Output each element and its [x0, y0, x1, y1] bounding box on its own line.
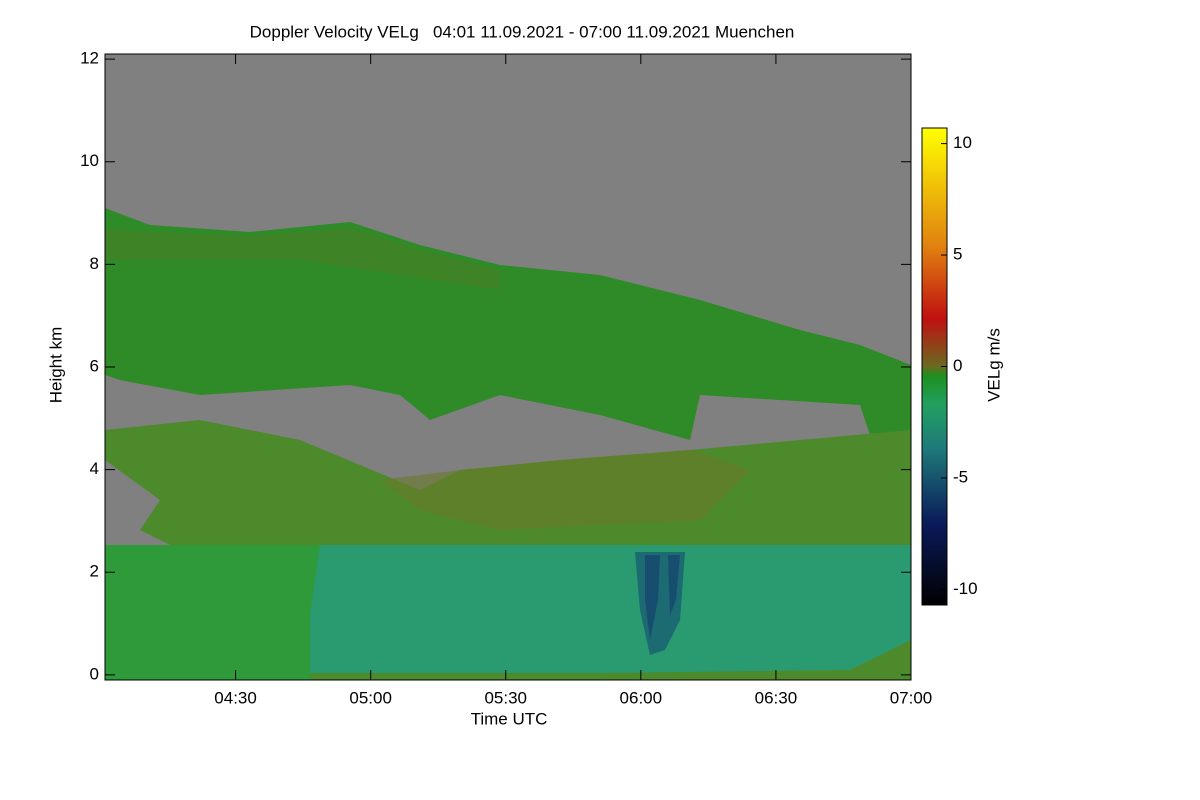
colorbar-tick-label: -5: [953, 467, 968, 486]
y-tick-label: 10: [80, 151, 99, 170]
cloud-upper-shade: [105, 228, 500, 290]
heatmap: [105, 54, 911, 680]
rain-teal: [310, 545, 911, 673]
cloud-middle-shade: [380, 450, 750, 530]
rain-core-dark: [645, 555, 660, 640]
chart-title: Doppler Velocity VELg 04:01 11.09.2021 -…: [250, 22, 795, 41]
x-tick-label: 06:00: [620, 688, 663, 707]
rain-green: [105, 545, 320, 680]
x-tick-label: 06:30: [755, 688, 798, 707]
colorbar-tick-label: 0: [953, 356, 962, 375]
colorbar-label: VELg m/s: [984, 328, 1003, 402]
cloud-upper: [105, 208, 911, 440]
x-tick-label: 04:30: [214, 688, 257, 707]
colorbar-tick-label: -10: [953, 579, 978, 598]
x-axis-label: Time UTC: [471, 709, 548, 728]
x-tick-label: 05:00: [349, 688, 392, 707]
y-tick-label: 0: [90, 664, 99, 683]
x-tick-label: 07:00: [890, 688, 933, 707]
y-tick-label: 2: [90, 562, 99, 581]
colorbar-tick-label: 5: [953, 245, 962, 264]
y-tick-label: 12: [80, 49, 99, 68]
y-tick-label: 4: [90, 459, 99, 478]
colorbar-tick-label: 10: [953, 133, 972, 152]
y-tick-label: 8: [90, 254, 99, 273]
y-axis-label: Height km: [46, 327, 65, 404]
y-tick-label: 6: [90, 356, 99, 375]
rain-core-dark: [668, 555, 680, 615]
x-tick-label: 05:30: [484, 688, 527, 707]
